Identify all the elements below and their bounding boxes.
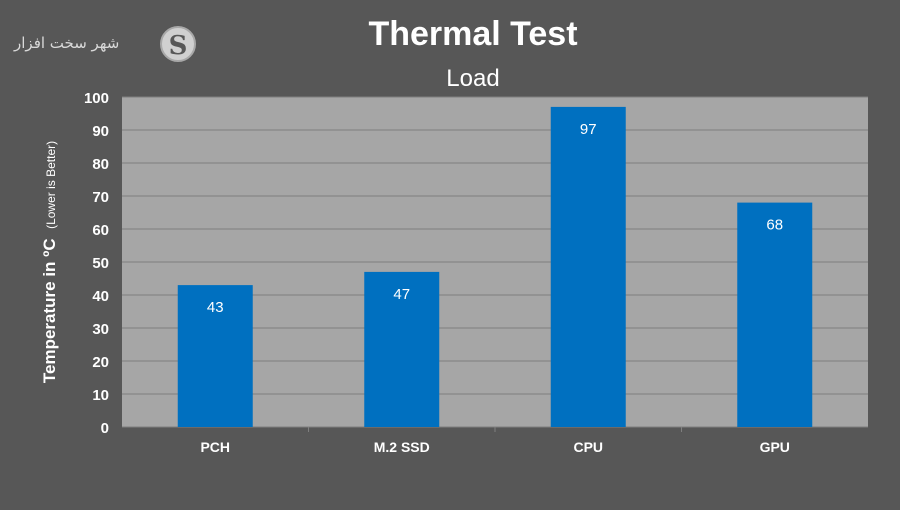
y-tick-label: 90	[92, 123, 109, 140]
bar	[737, 202, 813, 427]
chart-subtitle: Load	[446, 65, 499, 92]
bar-data-label: 68	[766, 217, 783, 234]
chart-title: Thermal Test	[368, 15, 577, 53]
x-tick-label: PCH	[200, 439, 230, 455]
y-tick-label: 50	[92, 255, 109, 272]
bar-data-label: 47	[393, 286, 410, 303]
bar	[364, 271, 440, 427]
brand-logo-text: شهر سخت افزار	[14, 34, 120, 52]
y-axis-ticks: 0 10 20 30 40 50 60 70 80 90 100	[84, 90, 109, 437]
y-axis-label-main: Temperature in ºC	[40, 238, 59, 383]
brand-logo-mark-icon: S	[160, 26, 196, 62]
bar-data-label: 97	[580, 121, 597, 138]
y-tick-label: 70	[92, 189, 109, 206]
brand-logo: شهر سخت افزار S	[14, 24, 196, 70]
x-tick-label: CPU	[573, 439, 603, 455]
y-tick-label: 60	[92, 222, 109, 239]
bar	[550, 106, 626, 428]
y-tick-label: 30	[92, 321, 109, 338]
x-axis-ticks: PCH M.2 SSD CPU GPU	[200, 427, 790, 455]
y-tick-label: 40	[92, 288, 109, 305]
y-tick-label: 100	[84, 90, 109, 107]
bar-data-label: 43	[207, 299, 224, 316]
y-tick-label: 0	[101, 420, 109, 437]
y-tick-label: 80	[92, 156, 109, 173]
y-axis-label: Temperature in ºC (Lower is Better)	[40, 141, 59, 383]
y-axis-label-note: (Lower is Better)	[44, 141, 58, 229]
y-tick-label: 10	[92, 387, 109, 404]
bars: 43 47 97 68	[177, 106, 813, 428]
x-tick-label: GPU	[760, 439, 790, 455]
x-tick-label: M.2 SSD	[374, 439, 430, 455]
y-tick-label: 20	[92, 354, 109, 371]
bar	[177, 285, 253, 427]
